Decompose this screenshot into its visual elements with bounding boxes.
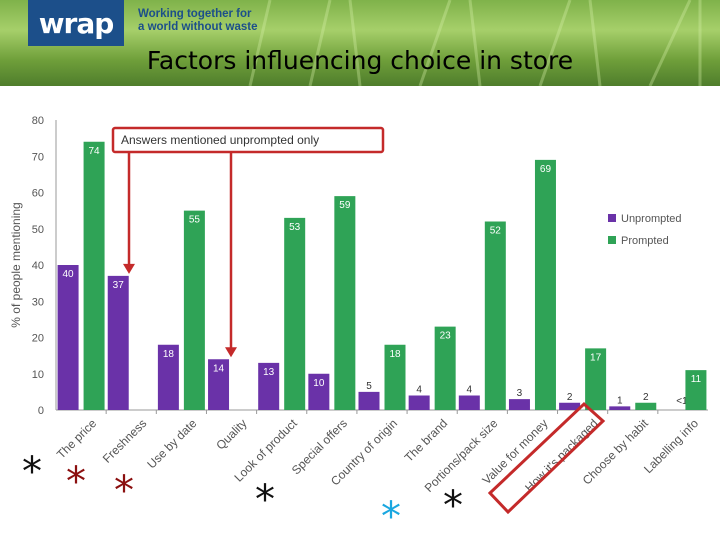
callout-text: Answers mentioned unprompted only: [121, 133, 319, 147]
data-label: 23: [440, 331, 452, 342]
bar-unprompted: [258, 362, 280, 410]
category-label: Use by date: [144, 416, 199, 471]
data-label: 5: [366, 381, 372, 392]
asterisk-marker-freshness: *: [66, 459, 86, 505]
data-label: 13: [263, 367, 275, 378]
data-label: 69: [540, 164, 552, 175]
data-label: 59: [339, 200, 351, 211]
bar-prompted: [484, 221, 506, 410]
data-label: 11: [691, 374, 702, 385]
bar-unprompted: [458, 395, 480, 410]
data-label: 18: [389, 349, 401, 360]
asterisk-marker-use-by-date: *: [114, 468, 134, 514]
legend-swatch-unprompted: [608, 214, 616, 222]
y-axis-label: % of people mentioning: [9, 202, 23, 327]
y-tick-label: 40: [32, 260, 44, 272]
asterisk-marker-price: *: [22, 449, 42, 495]
y-tick-label: 80: [32, 115, 44, 127]
bar-unprompted: [358, 391, 380, 410]
category-label: Freshness: [100, 416, 150, 466]
data-label: 52: [490, 226, 502, 237]
wrap-logo: wrap: [28, 0, 124, 46]
tagline-line-2: a world without waste: [138, 21, 258, 33]
data-label: 1: [617, 395, 623, 406]
category-label: The price: [54, 416, 100, 462]
y-tick-label: 30: [32, 296, 44, 308]
bar-chart: 0 10 20 30 40 50 60 70 80 % of people mentioning 4…: [9, 115, 708, 515]
data-label: 3: [517, 388, 523, 399]
bar-prompted: [284, 217, 306, 410]
y-tick-label: 10: [32, 369, 44, 381]
bar-unprompted: [408, 395, 430, 410]
y-tick-label: 50: [32, 224, 44, 236]
data-label: 37: [113, 280, 125, 291]
data-label: 40: [63, 269, 75, 280]
packaging-highlight: [487, 401, 606, 515]
arrow-quality-head: [225, 347, 237, 358]
logo-text: wrap: [38, 6, 115, 40]
data-label: 4: [416, 385, 422, 396]
bar-unprompted: [308, 373, 330, 410]
bar-unprompted: [208, 359, 230, 410]
y-tick-label: 0: [38, 405, 44, 417]
data-label: 4: [467, 385, 473, 396]
bar-prompted: [183, 210, 205, 410]
arrow-freshness-head: [123, 263, 135, 274]
asterisk-marker-portions: *: [381, 494, 401, 540]
y-tick-label: 20: [32, 333, 44, 345]
slide-title: Factors influencing choice in store: [146, 46, 574, 75]
data-label: 17: [590, 352, 602, 363]
y-tick-label: 60: [32, 188, 44, 200]
bar-prompted: [635, 402, 657, 410]
bar-prompted: [685, 370, 707, 410]
tagline-line-1: Working together for: [138, 8, 252, 20]
bar-prompted: [334, 196, 356, 410]
data-label: 2: [567, 392, 573, 403]
legend-label-unprompted: Unprompted: [621, 213, 682, 225]
data-label: 55: [189, 215, 201, 226]
asterisk-marker-value-for-money: *: [443, 483, 463, 529]
bar-unprompted: [107, 275, 129, 410]
bar-unprompted: [609, 406, 631, 410]
tagline: Working together for a world without was…: [138, 8, 298, 34]
data-label: <1: [676, 396, 688, 407]
asterisk-marker-look-of-product: *: [255, 477, 275, 523]
data-label: 18: [163, 349, 175, 360]
bar-unprompted: [508, 399, 530, 410]
category-label: Labelling info: [641, 416, 701, 476]
bar-prompted: [434, 326, 456, 410]
bar-prompted: [585, 348, 607, 410]
grass-background: [248, 0, 702, 86]
data-label: 74: [89, 146, 101, 157]
category-label: Quality: [213, 416, 249, 452]
bar-unprompted: [57, 265, 79, 410]
data-label: 14: [213, 363, 225, 374]
bar-prompted: [384, 344, 406, 410]
y-tick-label: 70: [32, 151, 44, 163]
category-label: The brand: [402, 416, 451, 465]
legend-label-prompted: Prompted: [621, 235, 669, 247]
data-label: 53: [289, 222, 301, 233]
bar-unprompted: [157, 344, 179, 410]
bar-prompted: [534, 159, 556, 410]
data-label: 2: [643, 392, 649, 403]
legend-swatch-prompted: [608, 236, 616, 244]
callout-box: [111, 126, 385, 154]
bar-unprompted: [559, 402, 581, 410]
header-banner: wrap Working together for a world withou…: [0, 0, 720, 86]
data-label: 10: [313, 378, 325, 389]
bar-prompted: [83, 141, 105, 410]
